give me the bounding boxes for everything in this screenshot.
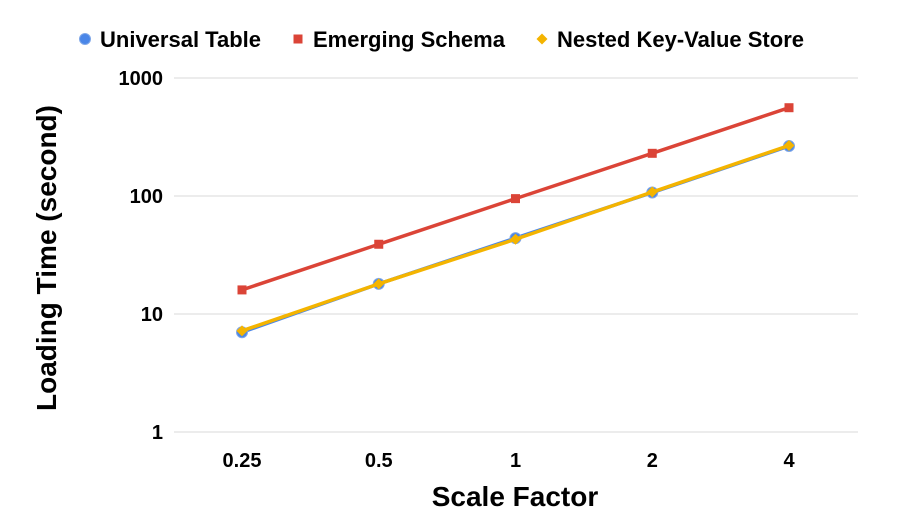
- gridlines: [174, 77, 858, 433]
- legend-label: Emerging Schema: [313, 27, 506, 52]
- legend-item: Nested Key-Value Store: [536, 27, 804, 52]
- data-point: [510, 233, 521, 245]
- x-tick-label: 4: [783, 450, 795, 472]
- x-axis-title: Scale Factor: [432, 481, 599, 512]
- data-point: [647, 148, 657, 158]
- legend-item: Universal Table: [79, 27, 261, 52]
- data-point: [511, 194, 520, 204]
- series-nested-key-value-store: [236, 139, 795, 337]
- legend: Universal Table Emerging Schema Nested Key…: [79, 27, 804, 52]
- data-point: [236, 325, 248, 337]
- data-point: [374, 239, 384, 249]
- y-tick-label: 10: [141, 304, 163, 326]
- x-tick-label: 0.25: [223, 450, 262, 472]
- legend-marker: [293, 34, 303, 44]
- y-tick-label: 1: [152, 422, 163, 444]
- data-point: [373, 278, 385, 290]
- x-axis-ticks: 0.25 0.5 1 2 4: [223, 450, 796, 472]
- y-tick-label: 1000: [119, 68, 164, 90]
- series-layer: [236, 103, 795, 339]
- data-point: [784, 103, 794, 113]
- legend-label: Universal Table: [100, 27, 261, 52]
- x-tick-label: 0.5: [365, 450, 393, 472]
- x-tick-label: 1: [510, 450, 521, 472]
- data-point: [237, 285, 247, 295]
- legend-label: Nested Key-Value Store: [557, 27, 804, 52]
- y-axis-title: Loading Time (second): [31, 105, 62, 411]
- data-point: [646, 186, 658, 198]
- series-emerging-schema: [237, 103, 794, 295]
- x-tick-label: 2: [647, 450, 658, 472]
- y-axis-ticks: 1 10 100 1000: [119, 68, 164, 444]
- legend-marker: [536, 33, 548, 45]
- y-tick-label: 100: [130, 186, 163, 208]
- legend-item: Emerging Schema: [293, 27, 506, 52]
- legend-marker: [79, 33, 91, 45]
- data-point: [783, 139, 795, 151]
